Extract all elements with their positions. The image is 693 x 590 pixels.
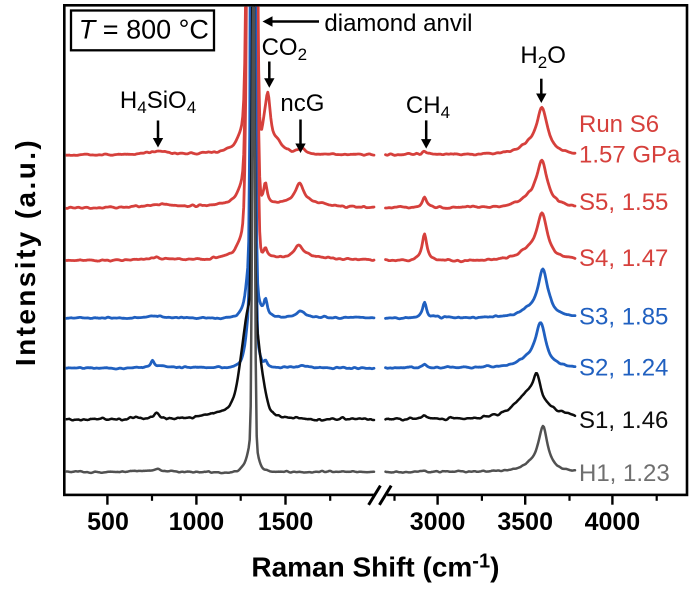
svg-text:S3, 1.85: S3, 1.85: [579, 304, 668, 331]
svg-text:3500: 3500: [497, 508, 553, 536]
svg-text:ncG: ncG: [280, 90, 324, 117]
svg-text:Raman Shift (cm-1): Raman Shift (cm-1): [251, 550, 499, 582]
svg-text:S4, 1.47: S4, 1.47: [579, 245, 668, 272]
svg-text:Intensity (a.u.): Intensity (a.u.): [10, 138, 41, 366]
svg-text:Run S6: Run S6: [579, 111, 659, 138]
svg-text:3000: 3000: [410, 508, 466, 536]
svg-text:1000: 1000: [169, 508, 225, 536]
svg-text:1500: 1500: [258, 508, 314, 536]
svg-text:500: 500: [87, 508, 129, 536]
svg-text:S2, 1.24: S2, 1.24: [579, 355, 668, 382]
svg-text:4000: 4000: [585, 508, 641, 536]
svg-text:1.57 GPa: 1.57 GPa: [579, 142, 681, 169]
svg-text:H4SiO4: H4SiO4: [120, 87, 196, 117]
svg-text:H1, 1.23: H1, 1.23: [579, 460, 670, 487]
svg-text:diamond anvil: diamond anvil: [324, 10, 472, 37]
svg-text:T = 800 °C: T = 800 °C: [79, 15, 209, 45]
svg-text:S1, 1.46: S1, 1.46: [579, 407, 668, 434]
svg-text:S5, 1.55: S5, 1.55: [579, 189, 668, 216]
